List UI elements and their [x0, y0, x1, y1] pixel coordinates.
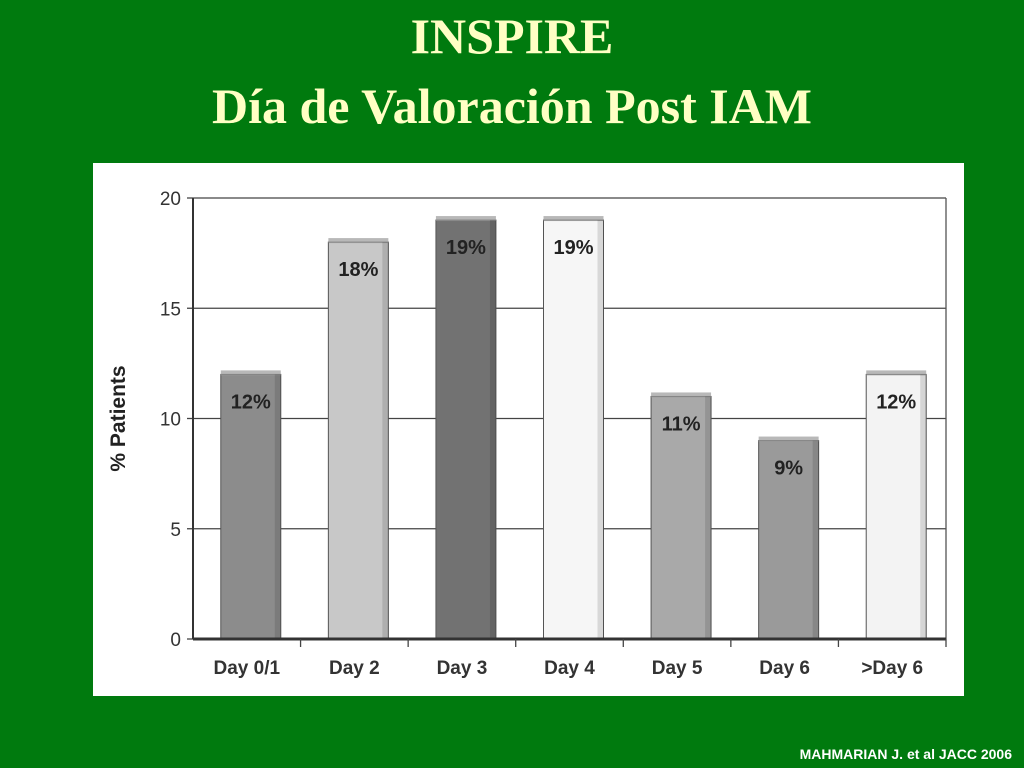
slide-title: INSPIRE — [410, 8, 614, 64]
bar — [543, 219, 604, 640]
bar — [650, 395, 712, 640]
bar-top-edge — [758, 436, 819, 442]
x-tick-label: >Day 6 — [861, 658, 923, 679]
slide-subtitle: Día de Valoración Post IAM — [212, 78, 812, 134]
x-tick-label: Day 0/1 — [214, 658, 281, 679]
bar — [220, 373, 282, 640]
bar-side-shade — [597, 220, 604, 640]
bar-value-label: 12% — [876, 391, 916, 413]
bar — [865, 373, 927, 640]
bar-value-label: 11% — [662, 413, 701, 435]
y-tick-label: 0 — [170, 630, 181, 651]
x-tick-label: Day 2 — [329, 658, 380, 679]
bar-side-shade — [705, 396, 712, 639]
y-tick-label: 20 — [160, 189, 181, 210]
bar-top-edge — [435, 216, 496, 222]
bar-side-shade — [489, 220, 496, 640]
bar-side-shade — [920, 374, 927, 639]
x-tick-label: Day 4 — [544, 658, 595, 679]
bar-value-label: 19% — [446, 237, 486, 259]
bar-value-label: 12% — [231, 391, 271, 413]
x-tick-label: Day 5 — [652, 658, 703, 679]
bar-top-edge — [220, 370, 281, 376]
y-tick-label: 15 — [160, 299, 181, 320]
bar-top-edge — [866, 370, 927, 376]
x-tick-label: Day 3 — [437, 658, 488, 679]
bar — [327, 241, 389, 640]
y-tick-label: 10 — [160, 410, 181, 431]
bar-side-shade — [274, 374, 281, 639]
bar-top-edge — [328, 238, 389, 244]
bar-chart: 0 5 10 15 20 12% Day 0/1 18% Day 2 19% Day 3 19% Da… — [107, 189, 947, 679]
chart-panel: 0 5 10 15 20 12% Day 0/1 18% Day 2 19% Day 3 19% Da… — [93, 163, 964, 696]
bar-top-edge — [543, 216, 604, 222]
bar-side-shade — [382, 242, 389, 639]
y-tick-label: 5 — [170, 520, 181, 541]
x-tick-label: Day 6 — [759, 658, 810, 679]
bar — [435, 219, 497, 640]
bar-side-shade — [812, 440, 819, 639]
y-axis-label: % Patients — [107, 365, 130, 471]
bar-top-edge — [651, 392, 712, 398]
bar-value-label: 18% — [338, 259, 378, 281]
citation: MAHMARIAN J. et al JACC 2006 — [799, 746, 1012, 762]
bar-value-label: 9% — [774, 458, 803, 480]
bar-value-label: 19% — [553, 237, 593, 259]
